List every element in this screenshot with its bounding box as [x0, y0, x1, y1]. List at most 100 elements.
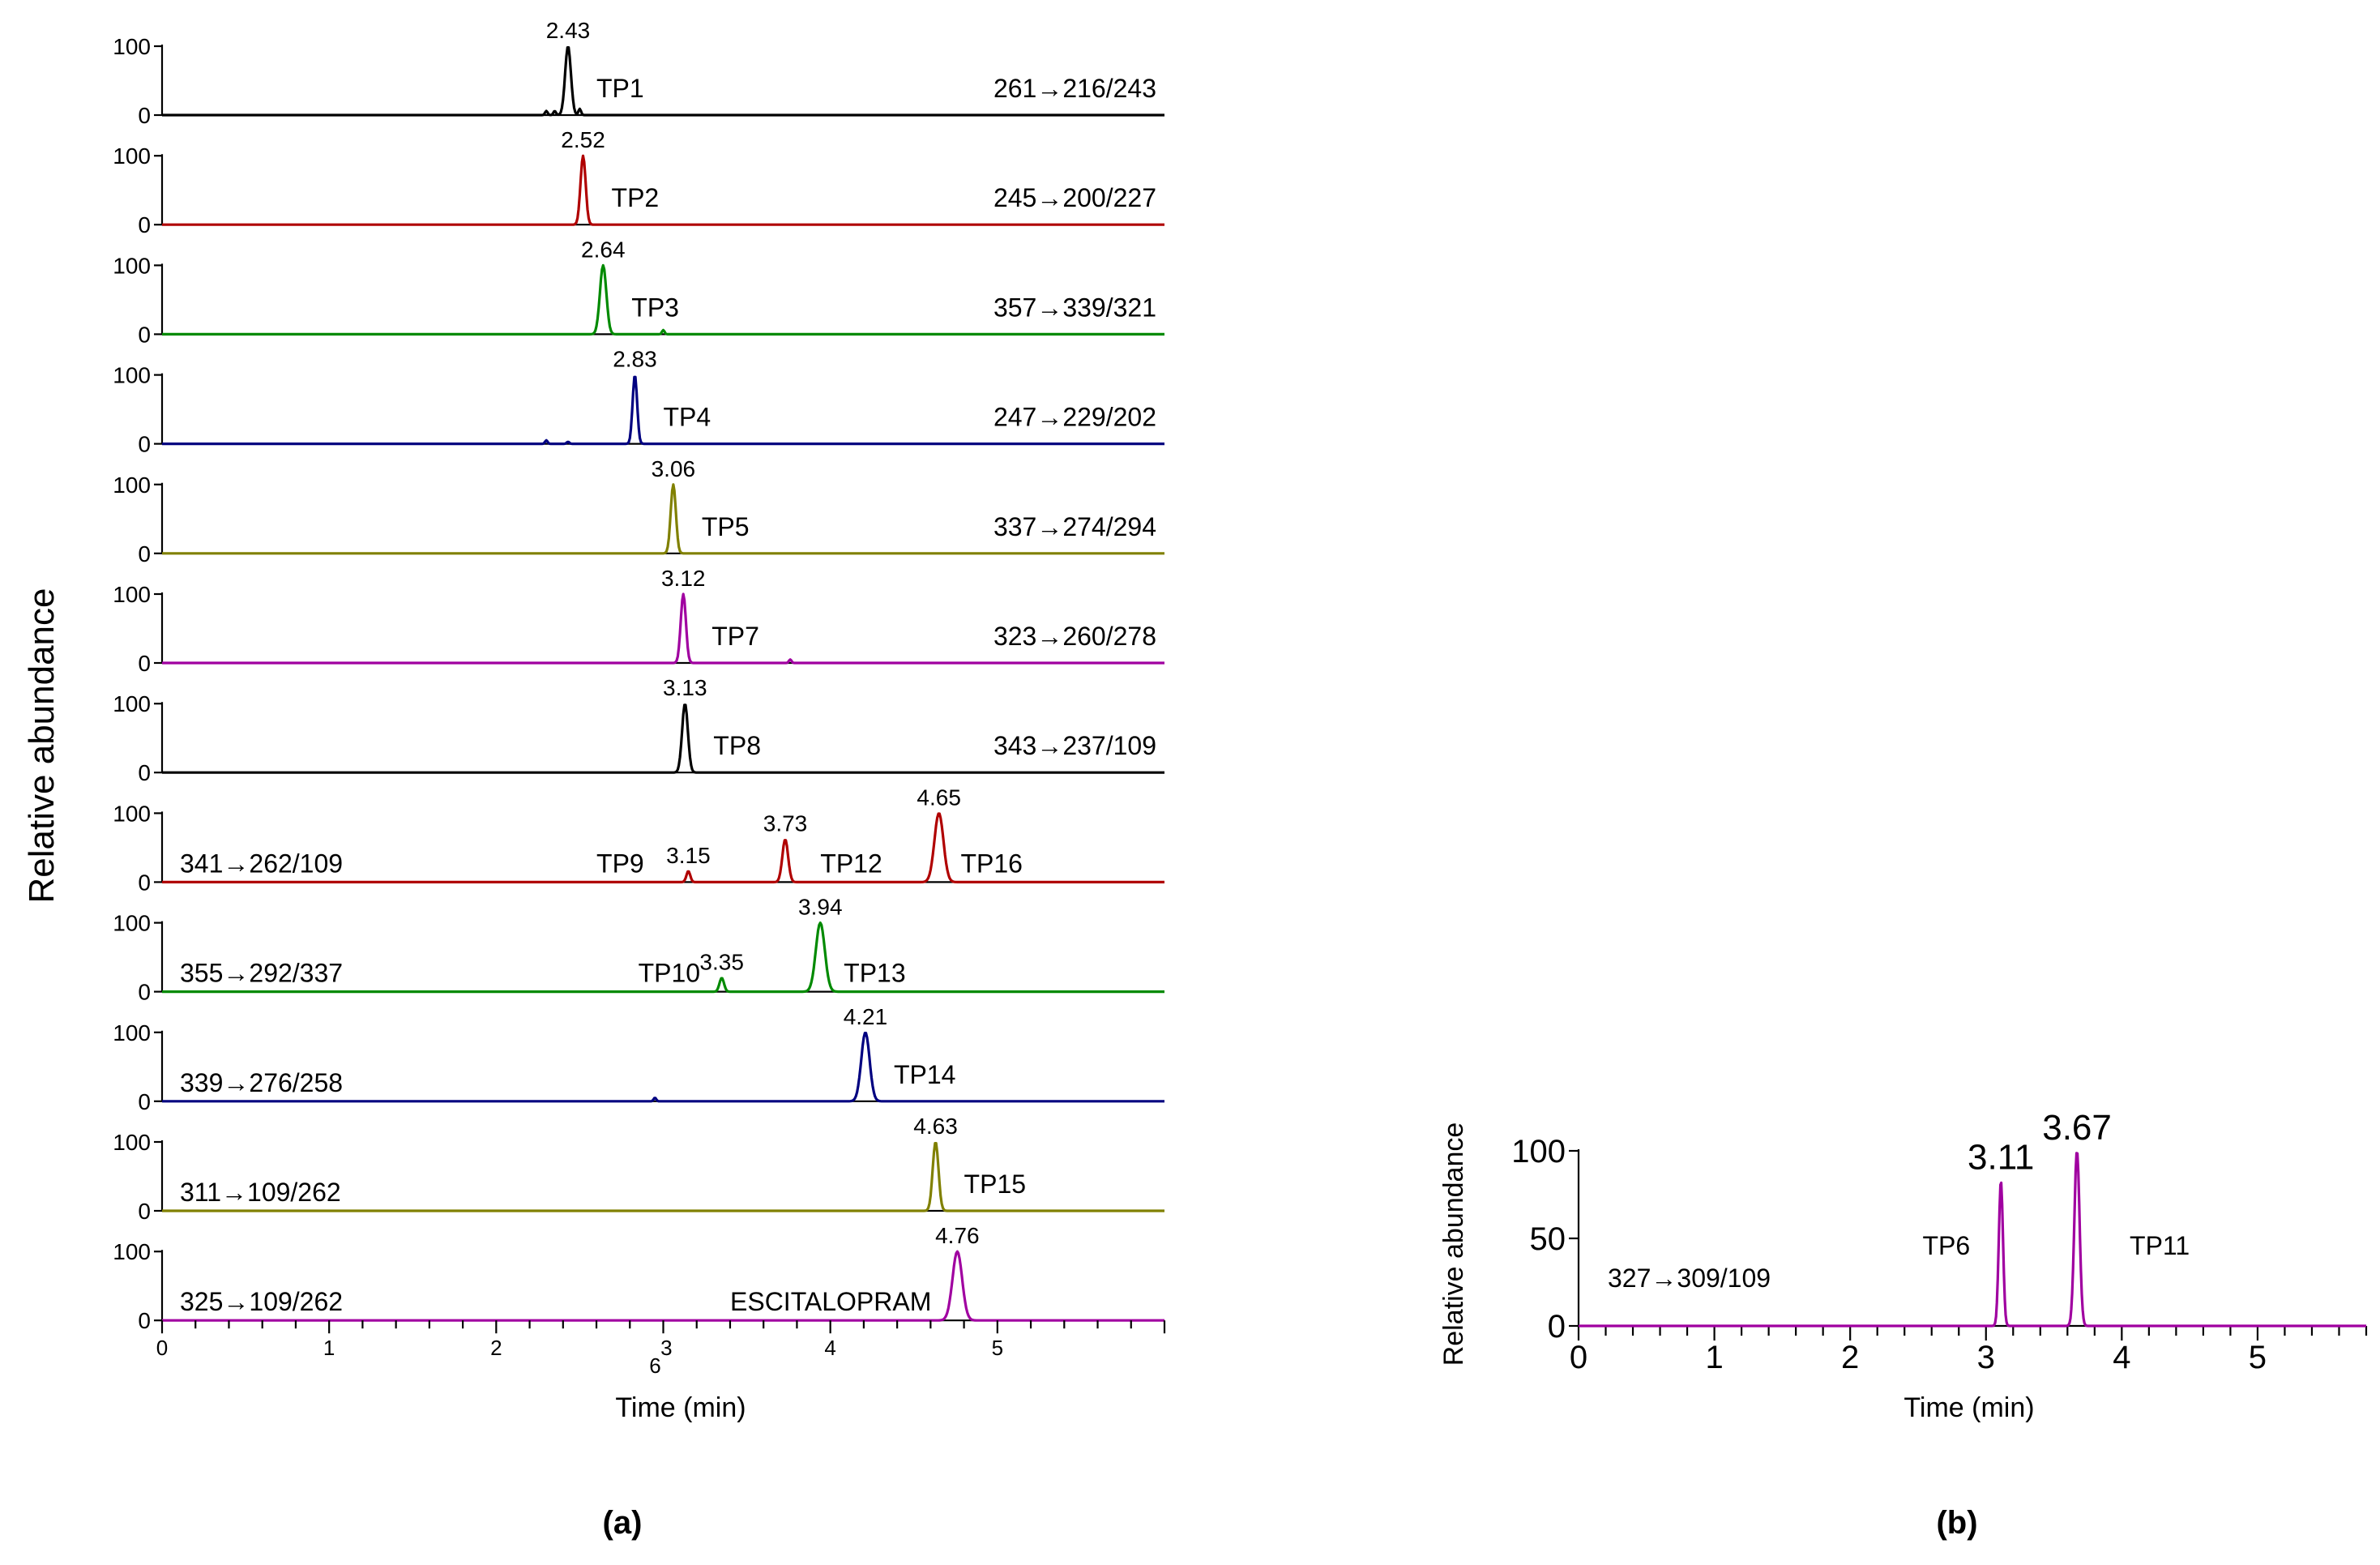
chromatogram-trace — [1578, 1152, 2367, 1328]
retention-time-label: 2.83 — [613, 347, 657, 372]
transition-label: 327→309/109 — [1608, 1264, 1771, 1293]
y-tick-label-0: 0 — [138, 322, 151, 347]
y-tick-label-100: 100 — [113, 801, 151, 826]
trace-panel-2: 100 0 2.52 TP2 245→200/227 — [113, 127, 1165, 237]
retention-time-label: 4.21 — [844, 1004, 888, 1029]
y-tick-label-0: 0 — [138, 432, 151, 457]
panel-b-caption: (b) — [1936, 1505, 1977, 1541]
retention-time-label: 3.73 — [763, 811, 808, 836]
panel-a-caption: (a) — [603, 1505, 643, 1541]
chromatogram-trace — [161, 1142, 1165, 1212]
trace-panel-5: 100 0 3.06 TP5 337→274/294 — [113, 456, 1165, 567]
y-tick-label-0: 0 — [138, 870, 151, 895]
y-tick-label-100: 100 — [113, 582, 151, 607]
trace-panel-7: 100 0 3.13 TP8 343→237/109 — [113, 675, 1165, 785]
compound-label-tp16: TP16 — [960, 849, 1022, 878]
chromatogram-trace — [161, 812, 1165, 883]
y-tick-label-0: 0 — [138, 1308, 151, 1333]
transition-label: 261→216/243 — [993, 74, 1156, 103]
compound-label-tp10: TP10 — [639, 959, 700, 988]
compound-label-tp8: TP8 — [713, 731, 761, 760]
retention-time-label: 2.52 — [561, 127, 605, 152]
y-tick-label-100: 100 — [113, 472, 151, 498]
retention-time-label: 3.06 — [652, 456, 696, 481]
x-tick-label: 6 — [649, 1353, 660, 1378]
transition-label: 339→276/258 — [180, 1068, 343, 1097]
trace-panel-12: 100 0 4.76 ESCITALOPRAM 325→109/262 — [113, 1223, 1165, 1333]
panel-a-y-axis-label: Relative abundance — [22, 588, 62, 904]
compound-label-tp9: TP9 — [596, 849, 644, 878]
trace-panel-9: 100 0 3.35 3.94 TP10 TP13 355→292/337 — [113, 895, 1165, 1005]
y-tick-label-100: 100 — [113, 911, 151, 936]
y-tick-label-0: 0 — [1548, 1309, 1566, 1345]
retention-time-label: 3.12 — [661, 566, 706, 591]
transition-label: 355→292/337 — [180, 959, 343, 988]
transition-label: 357→339/321 — [993, 293, 1156, 322]
x-tick-label: 2 — [490, 1336, 502, 1360]
y-tick-label-100: 100 — [113, 253, 151, 278]
retention-time-label: 2.64 — [581, 237, 626, 262]
x-tick-label: 0 — [1570, 1340, 1587, 1375]
retention-time-label: 4.65 — [917, 785, 961, 810]
chromatogram-trace — [161, 1032, 1165, 1103]
compound-label-tp11: TP11 — [2130, 1231, 2190, 1260]
y-tick-label-0: 0 — [138, 541, 151, 567]
chromatogram-trace — [161, 921, 1165, 994]
chromatogram-trace — [161, 703, 1165, 774]
retention-time-label: 2.43 — [546, 18, 591, 43]
compound-label-escitalopram: ESCITALOPRAM — [730, 1287, 931, 1316]
y-tick-label-0: 0 — [138, 1089, 151, 1114]
compound-label-tp4: TP4 — [663, 403, 711, 432]
x-tick-label: 1 — [323, 1336, 335, 1360]
transition-label: 245→200/227 — [993, 183, 1156, 212]
compound-label-tp13: TP13 — [844, 959, 905, 988]
transition-label: 311→109/262 — [180, 1178, 341, 1207]
x-tick-label: 4 — [824, 1336, 835, 1360]
trace-panel-3: 100 0 2.64 TP3 357→339/321 — [113, 237, 1165, 347]
transition-label: 343→237/109 — [993, 731, 1156, 760]
y-tick-label-100: 100 — [113, 363, 151, 388]
retention-time-label: 3.67 — [2042, 1108, 2112, 1148]
transition-label: 325→109/262 — [180, 1287, 343, 1316]
trace-panel-10: 100 0 4.21 TP14 339→276/258 — [113, 1004, 1165, 1114]
compound-label-tp3: TP3 — [631, 293, 679, 322]
chromatogram-trace — [161, 483, 1165, 555]
compound-label-tp15: TP15 — [964, 1169, 1026, 1199]
retention-time-label: 4.63 — [913, 1114, 958, 1139]
transition-label: 337→274/294 — [993, 512, 1156, 541]
retention-time-label: 3.15 — [666, 843, 711, 868]
y-tick-label-0: 0 — [138, 980, 151, 1005]
trace-panel-4: 100 0 2.83 TP4 247→229/202 — [113, 347, 1165, 457]
compound-label-tp6: TP6 — [1923, 1231, 1971, 1260]
x-tick-label: 3 — [660, 1336, 672, 1360]
trace-panel-8: 100 0 3.15 3.73 4.65 TP9 TP12 TP16 341→262/109 — [113, 785, 1165, 895]
y-tick-label-100: 100 — [1511, 1134, 1566, 1169]
y-tick-label-0: 0 — [138, 1199, 151, 1224]
x-tick-label: 1 — [1705, 1340, 1723, 1375]
x-tick-label: 3 — [1977, 1340, 1995, 1375]
y-tick-label-0: 0 — [138, 103, 151, 128]
compound-label-tp12: TP12 — [820, 849, 882, 878]
y-tick-label-100: 100 — [113, 691, 151, 716]
panel-a-x-axis-label: Time (min) — [615, 1392, 746, 1423]
retention-time-label: 4.76 — [935, 1223, 980, 1248]
chromatogram-trace — [161, 375, 1165, 446]
y-tick-label-50: 50 — [1530, 1221, 1566, 1257]
panel-b-y-axis-label: Relative abundance — [1438, 1122, 1469, 1366]
y-tick-label-100: 100 — [113, 1020, 151, 1045]
compound-label-tp5: TP5 — [702, 512, 750, 541]
retention-time-label: 3.94 — [798, 895, 843, 920]
chromatogram-trace — [161, 592, 1165, 665]
retention-time-label: 3.13 — [663, 675, 707, 700]
y-tick-label-100: 100 — [113, 34, 151, 59]
compound-label-tp1: TP1 — [596, 74, 644, 103]
chromatogram-trace — [161, 263, 1165, 336]
y-tick-label-100: 100 — [113, 1239, 151, 1264]
y-tick-label-100: 100 — [113, 143, 151, 169]
trace-panel-1: 100 0 2.43 TP1 261→216/243 — [113, 18, 1165, 128]
panel-a-x-axis: 0 1 2 63 4 5 — [156, 1320, 1166, 1378]
chromatogram-trace — [161, 46, 1165, 117]
panel-b-x-axis-label: Time (min) — [1904, 1392, 2034, 1423]
compound-label-tp2: TP2 — [612, 183, 660, 212]
